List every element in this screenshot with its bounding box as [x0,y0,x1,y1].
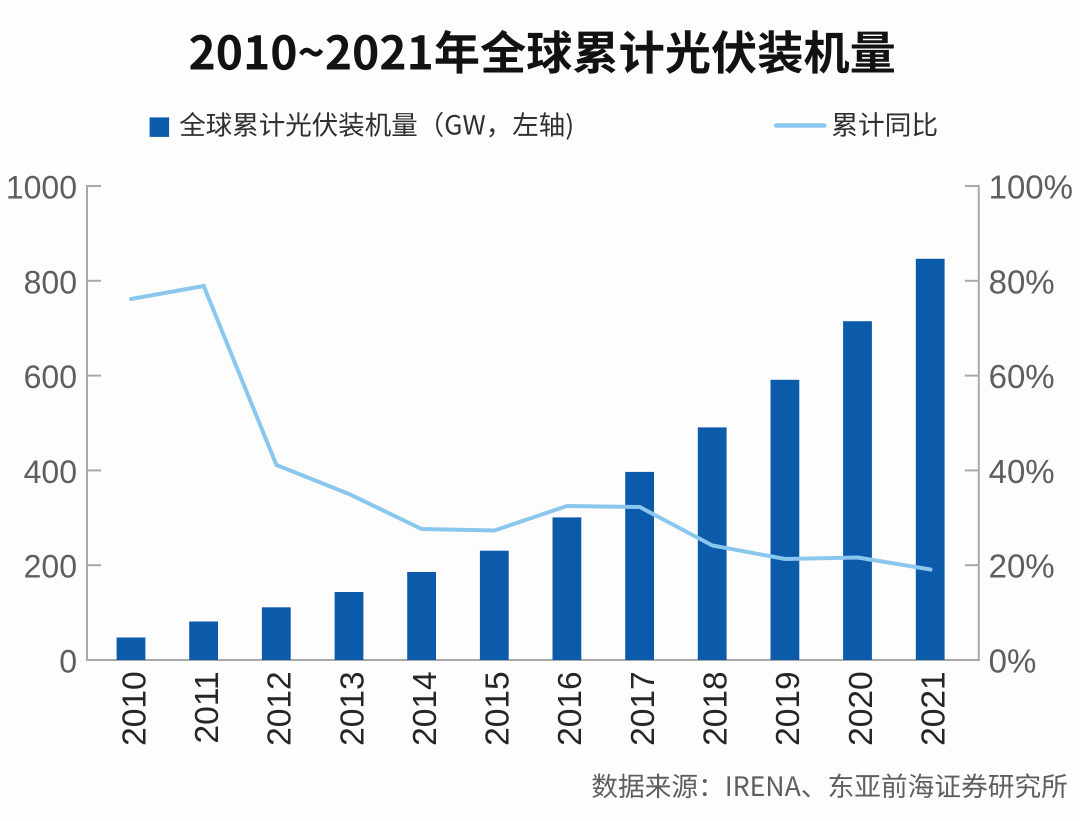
svg-text:800: 800 [24,264,77,300]
svg-text:2012: 2012 [262,671,299,746]
svg-text:2017: 2017 [625,671,662,746]
svg-text:2015: 2015 [480,671,517,746]
svg-text:1000: 1000 [6,170,77,206]
svg-text:2020: 2020 [843,671,880,746]
svg-text:80%: 80% [989,263,1055,300]
svg-text:2014: 2014 [407,671,444,746]
svg-text:2010: 2010 [116,671,153,746]
svg-text:20%: 20% [989,548,1055,585]
svg-text:2016: 2016 [552,671,589,746]
svg-text:400: 400 [24,454,77,490]
svg-text:600: 600 [24,359,77,395]
svg-text:40%: 40% [989,453,1055,490]
svg-text:2011: 2011 [189,671,226,743]
svg-text:60%: 60% [989,358,1055,395]
svg-text:2013: 2013 [334,671,371,746]
svg-text:0%: 0% [989,643,1037,680]
svg-text:0: 0 [59,644,77,680]
svg-text:200: 200 [24,549,77,585]
svg-text:2019: 2019 [770,671,807,746]
svg-text:2018: 2018 [698,671,735,746]
svg-text:2021: 2021 [916,671,953,746]
svg-text:100%: 100% [989,169,1073,206]
